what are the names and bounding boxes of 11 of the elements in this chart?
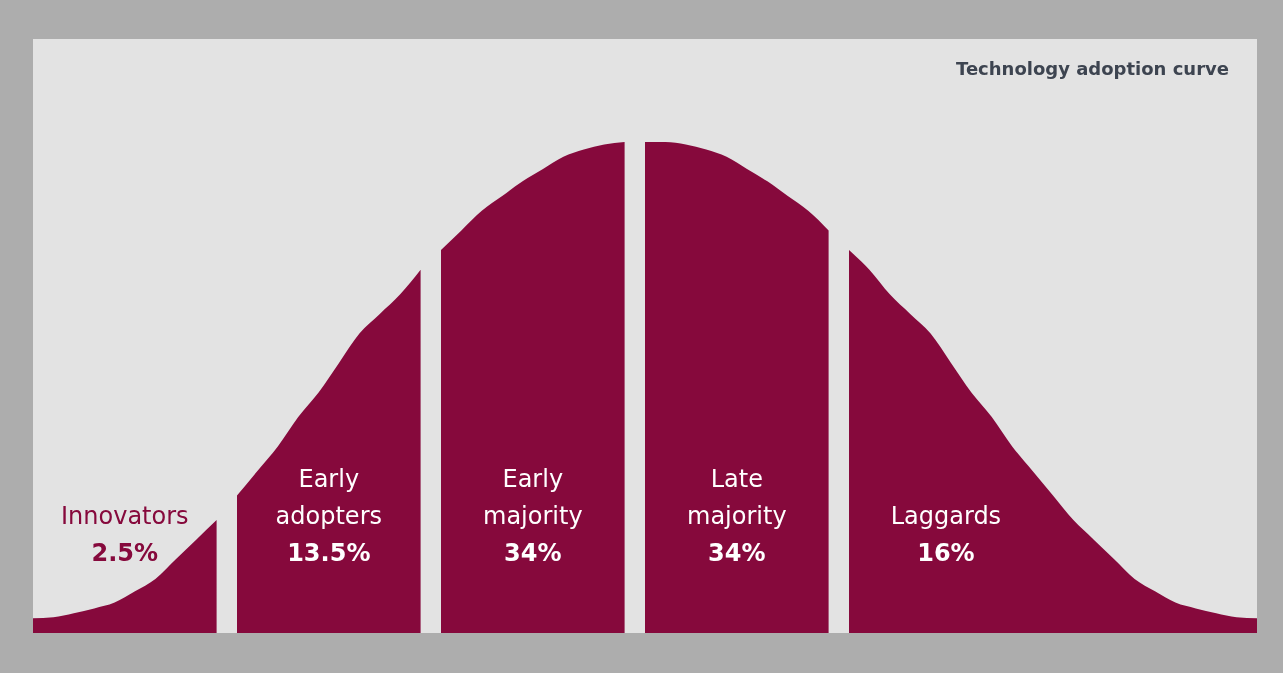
annotation: 34%	[708, 538, 766, 567]
series-label: Laggards	[890, 502, 1002, 531]
series-label: Early majority	[483, 465, 583, 531]
annotation: 13.5%	[287, 538, 371, 567]
chart-title: Technology adoption curve	[956, 58, 1229, 79]
series-label: Late majority	[687, 465, 787, 531]
annotation: 34%	[504, 538, 562, 567]
annotation: 16%	[917, 538, 975, 567]
series-label: Innovators	[61, 502, 189, 531]
annotation: 2.5%	[91, 538, 159, 567]
series-label: Early adopters	[275, 465, 382, 531]
